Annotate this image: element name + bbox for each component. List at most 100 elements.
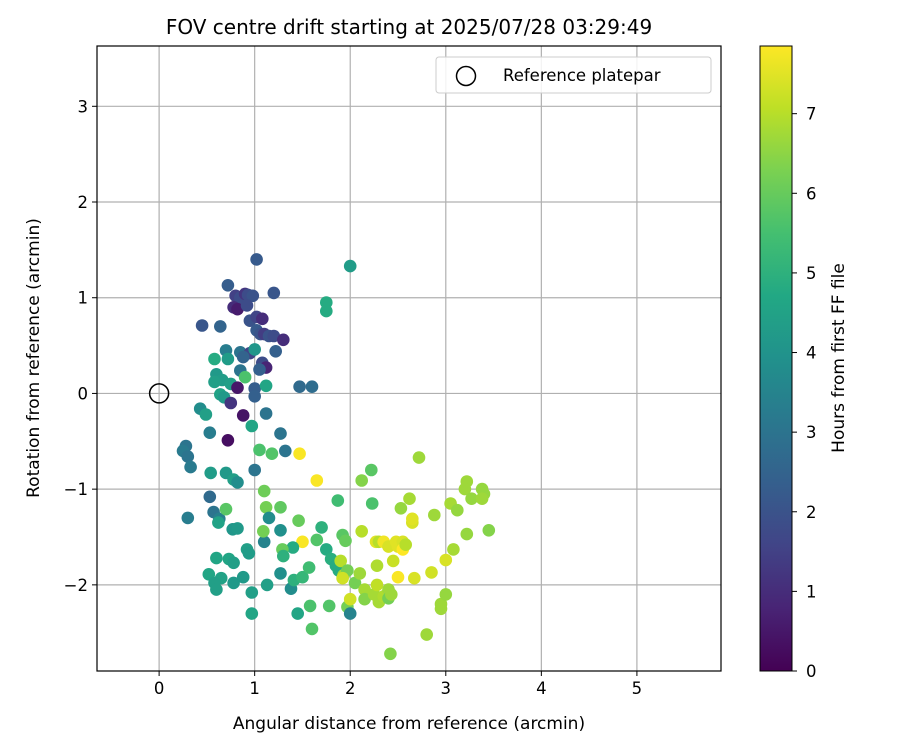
reference-marker [148, 383, 170, 404]
y-axis: −2 −1 0 1 2 3 [64, 97, 97, 595]
scatter-point [236, 409, 250, 422]
scatter-point [227, 556, 240, 570]
colorbar-tick-label: 4 [806, 344, 817, 363]
scatter-point [238, 370, 252, 384]
y-tick-label: 2 [78, 193, 89, 212]
y-tick-label: 1 [78, 289, 89, 308]
grid-lines [97, 46, 721, 671]
legend-marker [455, 65, 477, 87]
scatter-point [428, 508, 441, 522]
scatter-point [219, 502, 233, 516]
scatter-point [240, 299, 254, 312]
scatter-point [434, 602, 448, 616]
scatter-point [236, 570, 250, 584]
x-tick-label: 2 [345, 679, 356, 698]
scatter-point [231, 302, 244, 316]
scatter-point [399, 538, 413, 551]
scatter-point [277, 549, 290, 563]
scatter-point [248, 463, 261, 477]
scatter-point [257, 484, 271, 498]
scatter-point [203, 426, 217, 440]
scatter-point [265, 447, 279, 461]
colorbar-tick-label: 1 [806, 582, 817, 601]
scatter-point [386, 554, 400, 568]
scatter-point [420, 628, 434, 641]
scatter-point [236, 350, 250, 364]
scatter-point [458, 482, 472, 496]
x-tick-label: 0 [154, 679, 165, 698]
y-axis-label: Rotation from reference (arcmin) [24, 218, 44, 498]
scatter-point [293, 447, 306, 461]
scatter-point [343, 607, 357, 620]
scatter-point [305, 380, 319, 394]
scatter-point [403, 492, 416, 506]
scatter-point [303, 599, 317, 613]
reference-point [148, 383, 170, 404]
scatter-point [246, 289, 260, 303]
plot-frame [96, 45, 722, 672]
scatter-point [231, 476, 244, 489]
scatter-point [250, 253, 263, 266]
y-tick-label: −1 [64, 480, 88, 499]
scatter-point [408, 571, 421, 585]
scatter-point [358, 592, 371, 606]
scatter-point [384, 647, 397, 661]
scatter-point [274, 427, 287, 440]
colorbar-tick-label: 0 [806, 662, 817, 681]
scatter-point [358, 583, 371, 596]
chart-title: FOV centre drift starting at 2025/07/28 … [166, 15, 652, 39]
scatter-point [451, 503, 464, 517]
scatter-point [336, 571, 349, 585]
scatter-point [199, 408, 213, 421]
colorbar-tick-label: 6 [806, 184, 817, 203]
scatter-point [370, 559, 384, 572]
scatter-point [277, 333, 290, 347]
scatter-point [245, 586, 259, 599]
scatter-point [279, 444, 292, 458]
scatter-point [260, 578, 274, 592]
scatter-point [253, 363, 266, 376]
y-tick-label: −2 [64, 576, 88, 595]
scatter-point [203, 490, 217, 504]
scatter-point [242, 547, 256, 560]
scatter-point [208, 375, 221, 389]
scatter-point [262, 511, 276, 525]
legend-label: Reference platepar [503, 66, 661, 85]
colorbar-ticks: 0 1 2 3 4 5 6 7 [792, 105, 817, 681]
scatter-point [406, 512, 419, 526]
scatter-point [425, 566, 438, 579]
x-axis: 0 1 2 3 4 5 [154, 671, 642, 698]
scatter-point [475, 492, 489, 506]
scatter-point [291, 607, 305, 620]
scatter-point [210, 551, 223, 565]
scatter-point [267, 286, 281, 300]
colorbar-label: Hours from first FF file [829, 263, 849, 453]
scatter-point [439, 588, 453, 601]
x-tick-label: 4 [536, 679, 547, 698]
scatter-point [331, 494, 345, 507]
scatter-point [210, 583, 223, 596]
x-tick-label: 3 [441, 679, 452, 698]
scatter-point [255, 312, 269, 326]
scatter-point [296, 535, 309, 549]
scatter-point [365, 497, 379, 510]
scatter-points [176, 253, 496, 661]
scatter-point [259, 379, 273, 393]
scatter-point [245, 419, 259, 433]
scatter-point [353, 567, 367, 580]
scatter-point [365, 463, 378, 477]
scatter-point [267, 329, 281, 343]
scatter-point [221, 279, 235, 292]
scatter-point [465, 492, 478, 506]
scatter-point [394, 502, 408, 515]
scatter-point [214, 320, 227, 333]
scatter-point [320, 304, 333, 318]
colorbar-gradient [759, 45, 793, 672]
colorbar-tick-label: 5 [806, 264, 817, 283]
y-tick-label: 0 [78, 384, 89, 403]
legend: Reference platepar [435, 56, 712, 94]
x-tick-label: 1 [249, 679, 260, 698]
scatter-point [370, 578, 384, 592]
scatter-point [253, 443, 266, 457]
